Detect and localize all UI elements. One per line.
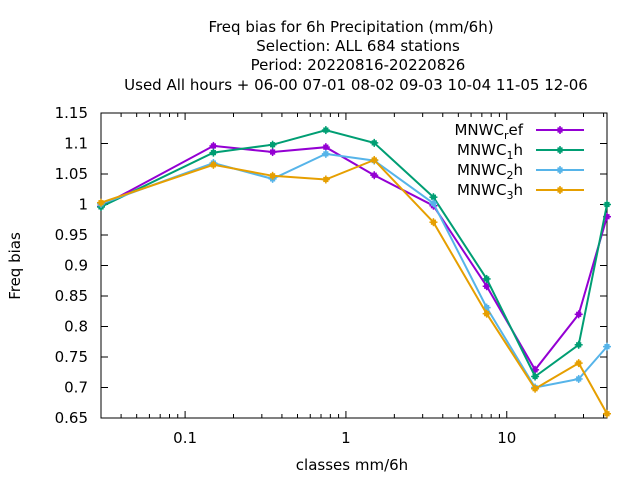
series-2 bbox=[97, 149, 611, 392]
data-point bbox=[209, 148, 218, 157]
y-axis-label: Freq bias bbox=[6, 232, 24, 300]
y-tick-label: 1.15 bbox=[55, 104, 88, 122]
data-point bbox=[268, 148, 277, 157]
title-line-2: Selection: ALL 684 stations bbox=[256, 37, 460, 55]
y-tick-label: 0.9 bbox=[64, 257, 88, 275]
data-point bbox=[268, 171, 277, 180]
data-point bbox=[603, 342, 611, 351]
legend-label: MNWC3h bbox=[457, 181, 523, 202]
data-point bbox=[268, 140, 277, 149]
y-tick-label: 1 bbox=[78, 196, 88, 214]
series-line bbox=[100, 144, 608, 372]
x-tick-label: 1 bbox=[341, 429, 351, 447]
data-point bbox=[429, 218, 438, 227]
data-point bbox=[603, 200, 611, 209]
title-line-4: Used All hours + 06-00 07-01 08-02 09-03… bbox=[124, 76, 588, 94]
data-point bbox=[574, 374, 583, 383]
y-tick-label: 0.85 bbox=[55, 287, 88, 305]
y-tick-label: 1.05 bbox=[55, 165, 88, 183]
legend-item: MNWC1h bbox=[457, 141, 584, 162]
series-layer bbox=[97, 126, 611, 418]
data-point bbox=[482, 274, 491, 283]
data-point bbox=[370, 155, 379, 164]
series-line bbox=[100, 158, 608, 415]
data-point bbox=[209, 141, 218, 150]
x-tick-label: 0.1 bbox=[173, 429, 197, 447]
y-tick-label: 0.8 bbox=[64, 318, 88, 336]
legend-marker bbox=[556, 146, 564, 154]
series-1 bbox=[97, 126, 611, 381]
y-tick-label: 0.7 bbox=[64, 379, 88, 397]
data-point bbox=[370, 171, 379, 180]
legend-marker bbox=[556, 166, 564, 174]
data-point bbox=[370, 138, 379, 147]
data-point bbox=[482, 309, 491, 318]
y-tick-label: 0.65 bbox=[55, 409, 88, 427]
data-point bbox=[574, 359, 583, 368]
data-point bbox=[603, 409, 611, 418]
data-point bbox=[531, 384, 540, 393]
chart-title: Freq bias for 6h Precipitation (mm/6h) S… bbox=[124, 18, 588, 94]
legend-item: MNWC2h bbox=[457, 161, 584, 182]
x-axis-label: classes mm/6h bbox=[296, 456, 408, 474]
legend-label: MNWCref bbox=[454, 121, 523, 142]
series-line bbox=[100, 152, 608, 389]
y-axis: 0.65 0.7 0.75 0.8 0.85 0.9 0.95 1 1.05 1.1 1.15 bbox=[55, 104, 607, 427]
series-3 bbox=[97, 155, 611, 418]
legend-label: MNWC1h bbox=[457, 141, 523, 162]
y-tick-label: 0.95 bbox=[55, 226, 88, 244]
legend-item: MNWCref bbox=[454, 121, 584, 142]
y-tick-label: 1.1 bbox=[64, 135, 88, 153]
legend-label: MNWC2h bbox=[457, 161, 523, 182]
data-point bbox=[429, 199, 438, 208]
data-point bbox=[209, 160, 218, 169]
data-point bbox=[574, 310, 583, 319]
data-point bbox=[321, 126, 330, 135]
series-line bbox=[100, 129, 608, 379]
data-point bbox=[531, 372, 540, 381]
legend-marker bbox=[556, 186, 564, 194]
data-point bbox=[321, 175, 330, 184]
x-axis: 0.1 1 10 bbox=[100, 113, 605, 447]
data-point bbox=[574, 340, 583, 349]
y-tick-label: 0.75 bbox=[55, 348, 88, 366]
x-tick-label: 10 bbox=[497, 429, 516, 447]
data-point bbox=[321, 143, 330, 152]
data-point bbox=[321, 149, 330, 158]
legend-item: MNWC3h bbox=[457, 181, 584, 202]
legend-marker bbox=[556, 126, 564, 134]
data-point bbox=[97, 198, 105, 207]
title-line-1: Freq bias for 6h Precipitation (mm/6h) bbox=[208, 18, 493, 36]
title-line-3: Period: 20220816-20220826 bbox=[251, 56, 466, 74]
